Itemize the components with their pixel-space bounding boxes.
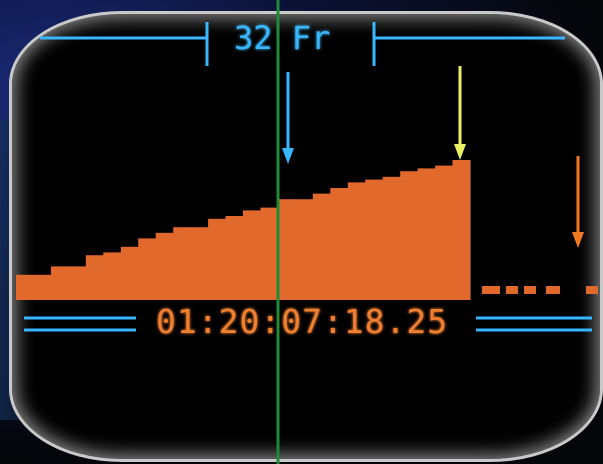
bar <box>260 207 279 300</box>
bar <box>243 210 262 300</box>
bar <box>190 227 209 300</box>
bar <box>330 188 349 300</box>
bar <box>295 199 314 300</box>
tail-dash <box>546 286 560 294</box>
bar <box>225 216 244 300</box>
arrow-left <box>282 72 294 164</box>
bar <box>85 255 104 300</box>
bar <box>277 199 296 300</box>
bar <box>173 227 192 300</box>
bottom-guide <box>24 316 592 332</box>
bar <box>365 179 384 300</box>
bar <box>452 160 471 300</box>
bar <box>33 274 52 300</box>
tail-dash <box>586 286 598 294</box>
top-guide <box>40 22 565 66</box>
bar <box>435 165 454 300</box>
bar <box>155 232 174 300</box>
bar <box>208 218 227 300</box>
arrow-right <box>572 156 584 248</box>
bar <box>312 193 331 300</box>
timecode-readout: 01:20:07:18.25 <box>156 302 449 341</box>
arrow-mid <box>454 66 466 160</box>
bar <box>120 246 139 300</box>
bar <box>417 168 436 300</box>
bar <box>50 266 69 300</box>
bar <box>138 238 157 300</box>
bar-series <box>16 160 471 300</box>
frame-count-label: 32 Fr <box>234 19 331 57</box>
tail-dash <box>524 286 536 294</box>
tail-dash-series <box>482 286 598 294</box>
bar <box>68 266 87 300</box>
bar <box>103 252 122 300</box>
bar <box>400 171 419 300</box>
bar <box>382 176 401 300</box>
bar <box>347 182 366 300</box>
bar <box>16 274 35 300</box>
tail-dash <box>506 286 518 294</box>
tail-dash <box>482 286 500 294</box>
